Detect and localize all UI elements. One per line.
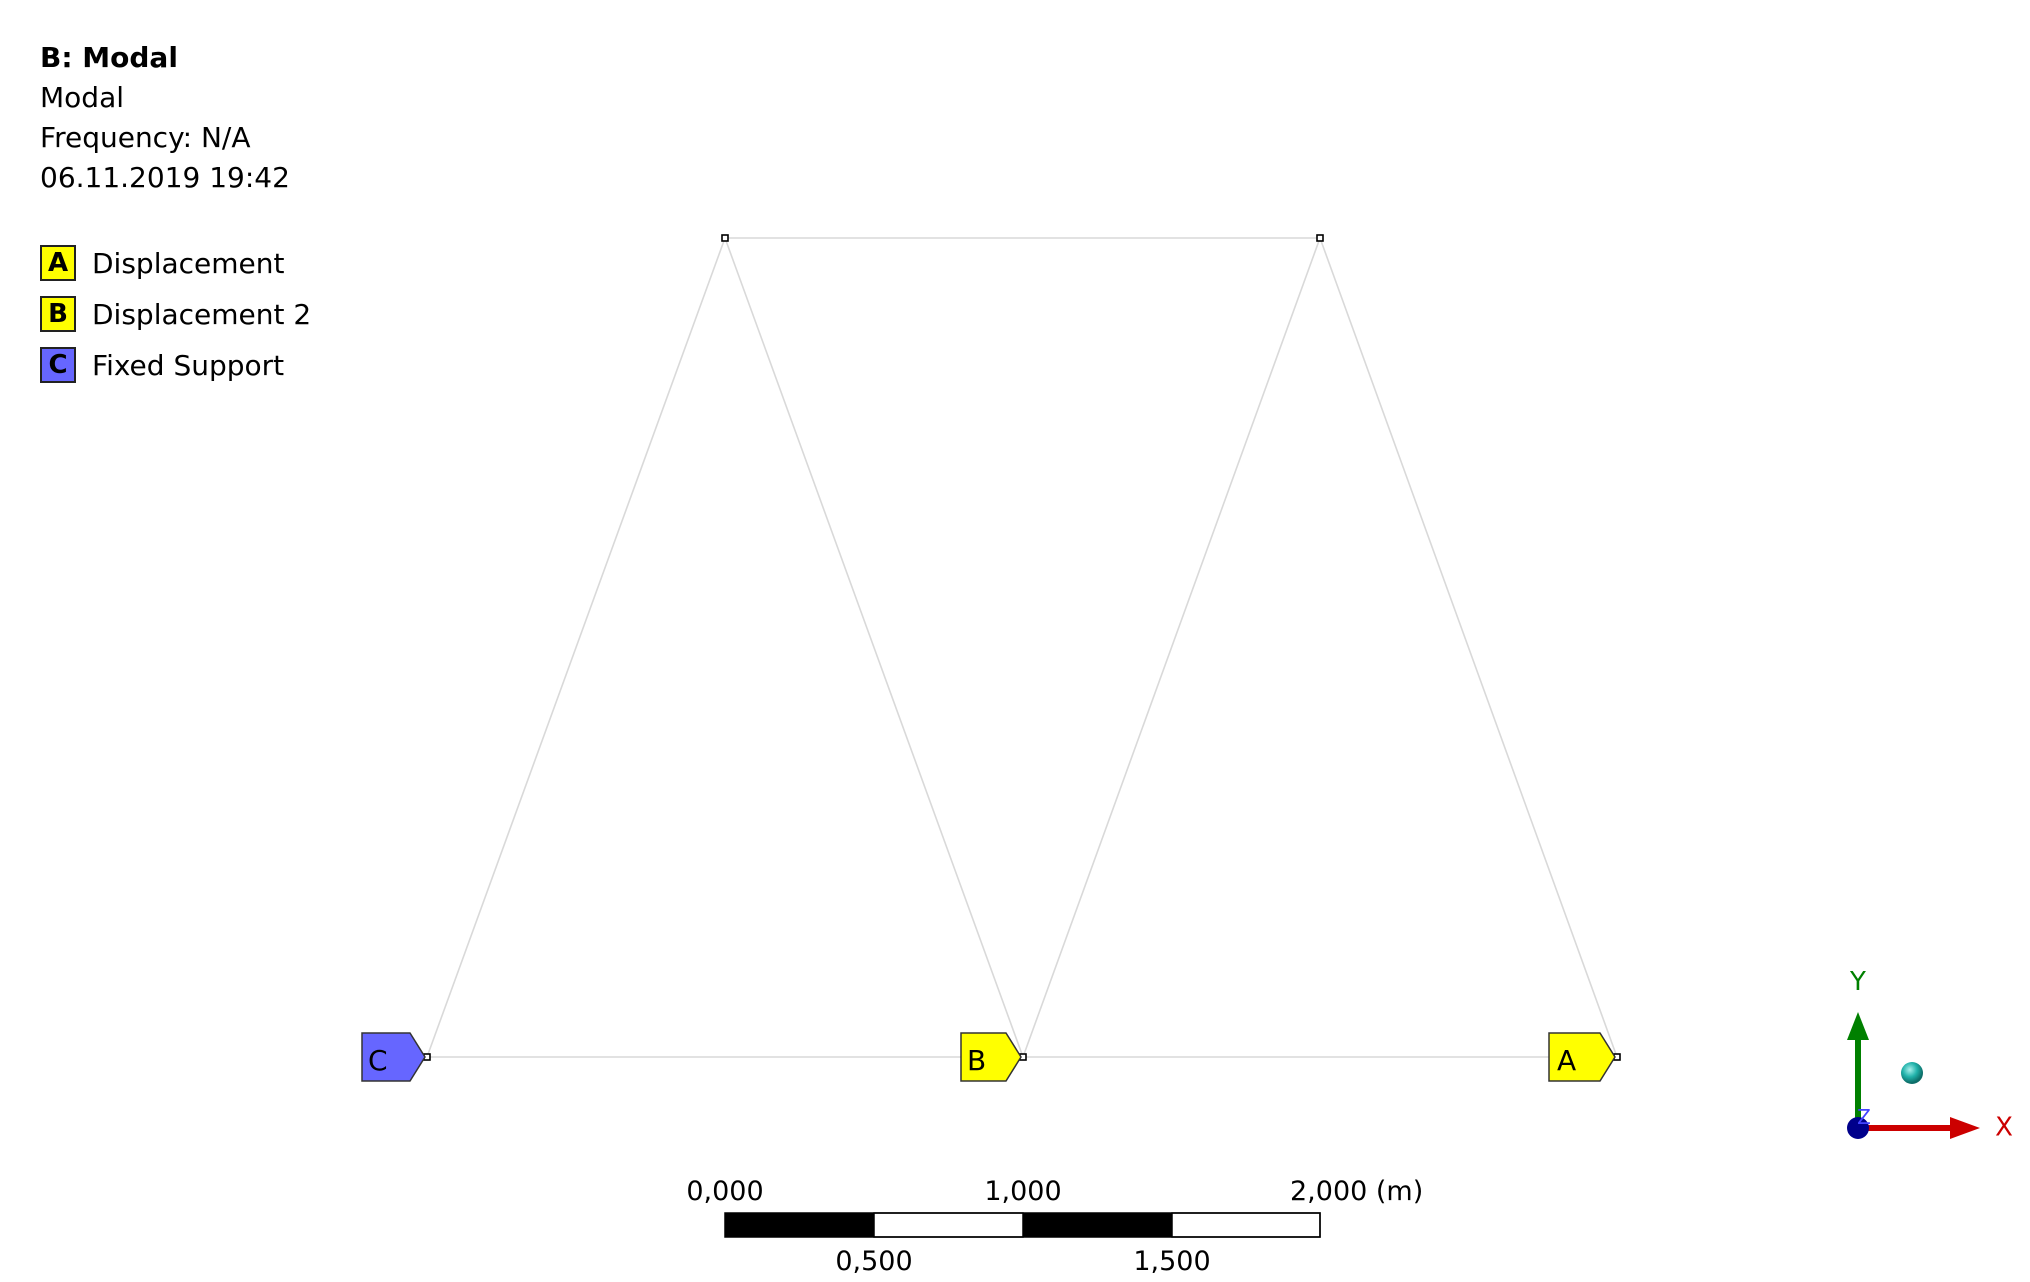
scale-label-one-half: 1,500 [1133, 1246, 1210, 1277]
scale-label-half: 0,500 [835, 1246, 912, 1277]
legend-swatch-b: B [40, 296, 76, 332]
scale-label-2: 2,000 (m) [1290, 1176, 1423, 1207]
truss-member[interactable] [1022, 237, 1321, 1058]
bc-tag-c-letter: C [368, 1044, 388, 1077]
coordinate-triad[interactable]: Y X Z [1847, 967, 2013, 1143]
bc-tag-b-letter: B [967, 1044, 986, 1077]
truss-member[interactable] [724, 237, 1024, 1058]
scale-label-1: 1,000 [984, 1176, 1061, 1207]
node-marker[interactable] [721, 234, 729, 242]
x-axis-label: X [1995, 1113, 2013, 1143]
analysis-header: B: Modal Modal Frequency: N/A 06.11.2019… [40, 38, 290, 198]
truss-member[interactable] [1319, 237, 1618, 1058]
scale-label-0: 0,000 [686, 1176, 763, 1207]
z-axis-marker [1847, 1117, 1869, 1139]
legend-item-c[interactable]: C Fixed Support [40, 344, 311, 386]
bc-tag-a-letter: A [1557, 1044, 1576, 1077]
scale-bar-segment [1171, 1212, 1321, 1238]
legend-item-b[interactable]: B Displacement 2 [40, 293, 311, 335]
analysis-type: Modal [40, 81, 124, 114]
legend-label-c: Fixed Support [92, 348, 285, 382]
bc-tag-b[interactable]: B [960, 1032, 1022, 1082]
analysis-title: B: Modal [40, 41, 178, 74]
legend-swatch-a: A [40, 245, 76, 281]
y-axis-arrowhead [1847, 1012, 1869, 1040]
legend-label-a: Displacement [92, 246, 285, 280]
bc-tag-a[interactable]: A [1548, 1032, 1616, 1082]
frequency-readout: Frequency: N/A [40, 121, 251, 154]
boundary-condition-legend: A Displacement B Displacement 2 C Fixed … [40, 242, 311, 395]
scale-bar: 0,000 1,000 2,000 (m) 0,500 1,500 [686, 1176, 1423, 1277]
legend-swatch-c: C [40, 347, 76, 383]
analysis-timestamp: 06.11.2019 19:42 [40, 161, 290, 194]
y-axis-label: Y [1849, 967, 1866, 997]
node-marker[interactable] [1316, 234, 1324, 242]
x-axis-arrowhead [1950, 1117, 1980, 1139]
scale-bar-segment [725, 1213, 874, 1237]
z-axis-label: Z [1857, 1105, 1871, 1129]
truss-model[interactable] [426, 237, 1618, 1058]
scale-bar-segment [873, 1212, 1024, 1238]
legend-label-b: Displacement 2 [92, 297, 312, 331]
bc-tag-c[interactable]: C [361, 1032, 426, 1082]
isometric-view-button[interactable] [1901, 1062, 1923, 1084]
truss-member[interactable] [426, 237, 726, 1058]
legend-item-a[interactable]: A Displacement [40, 242, 311, 284]
scale-bar-segment [1023, 1213, 1172, 1237]
truss-nodes[interactable] [423, 234, 1621, 1061]
